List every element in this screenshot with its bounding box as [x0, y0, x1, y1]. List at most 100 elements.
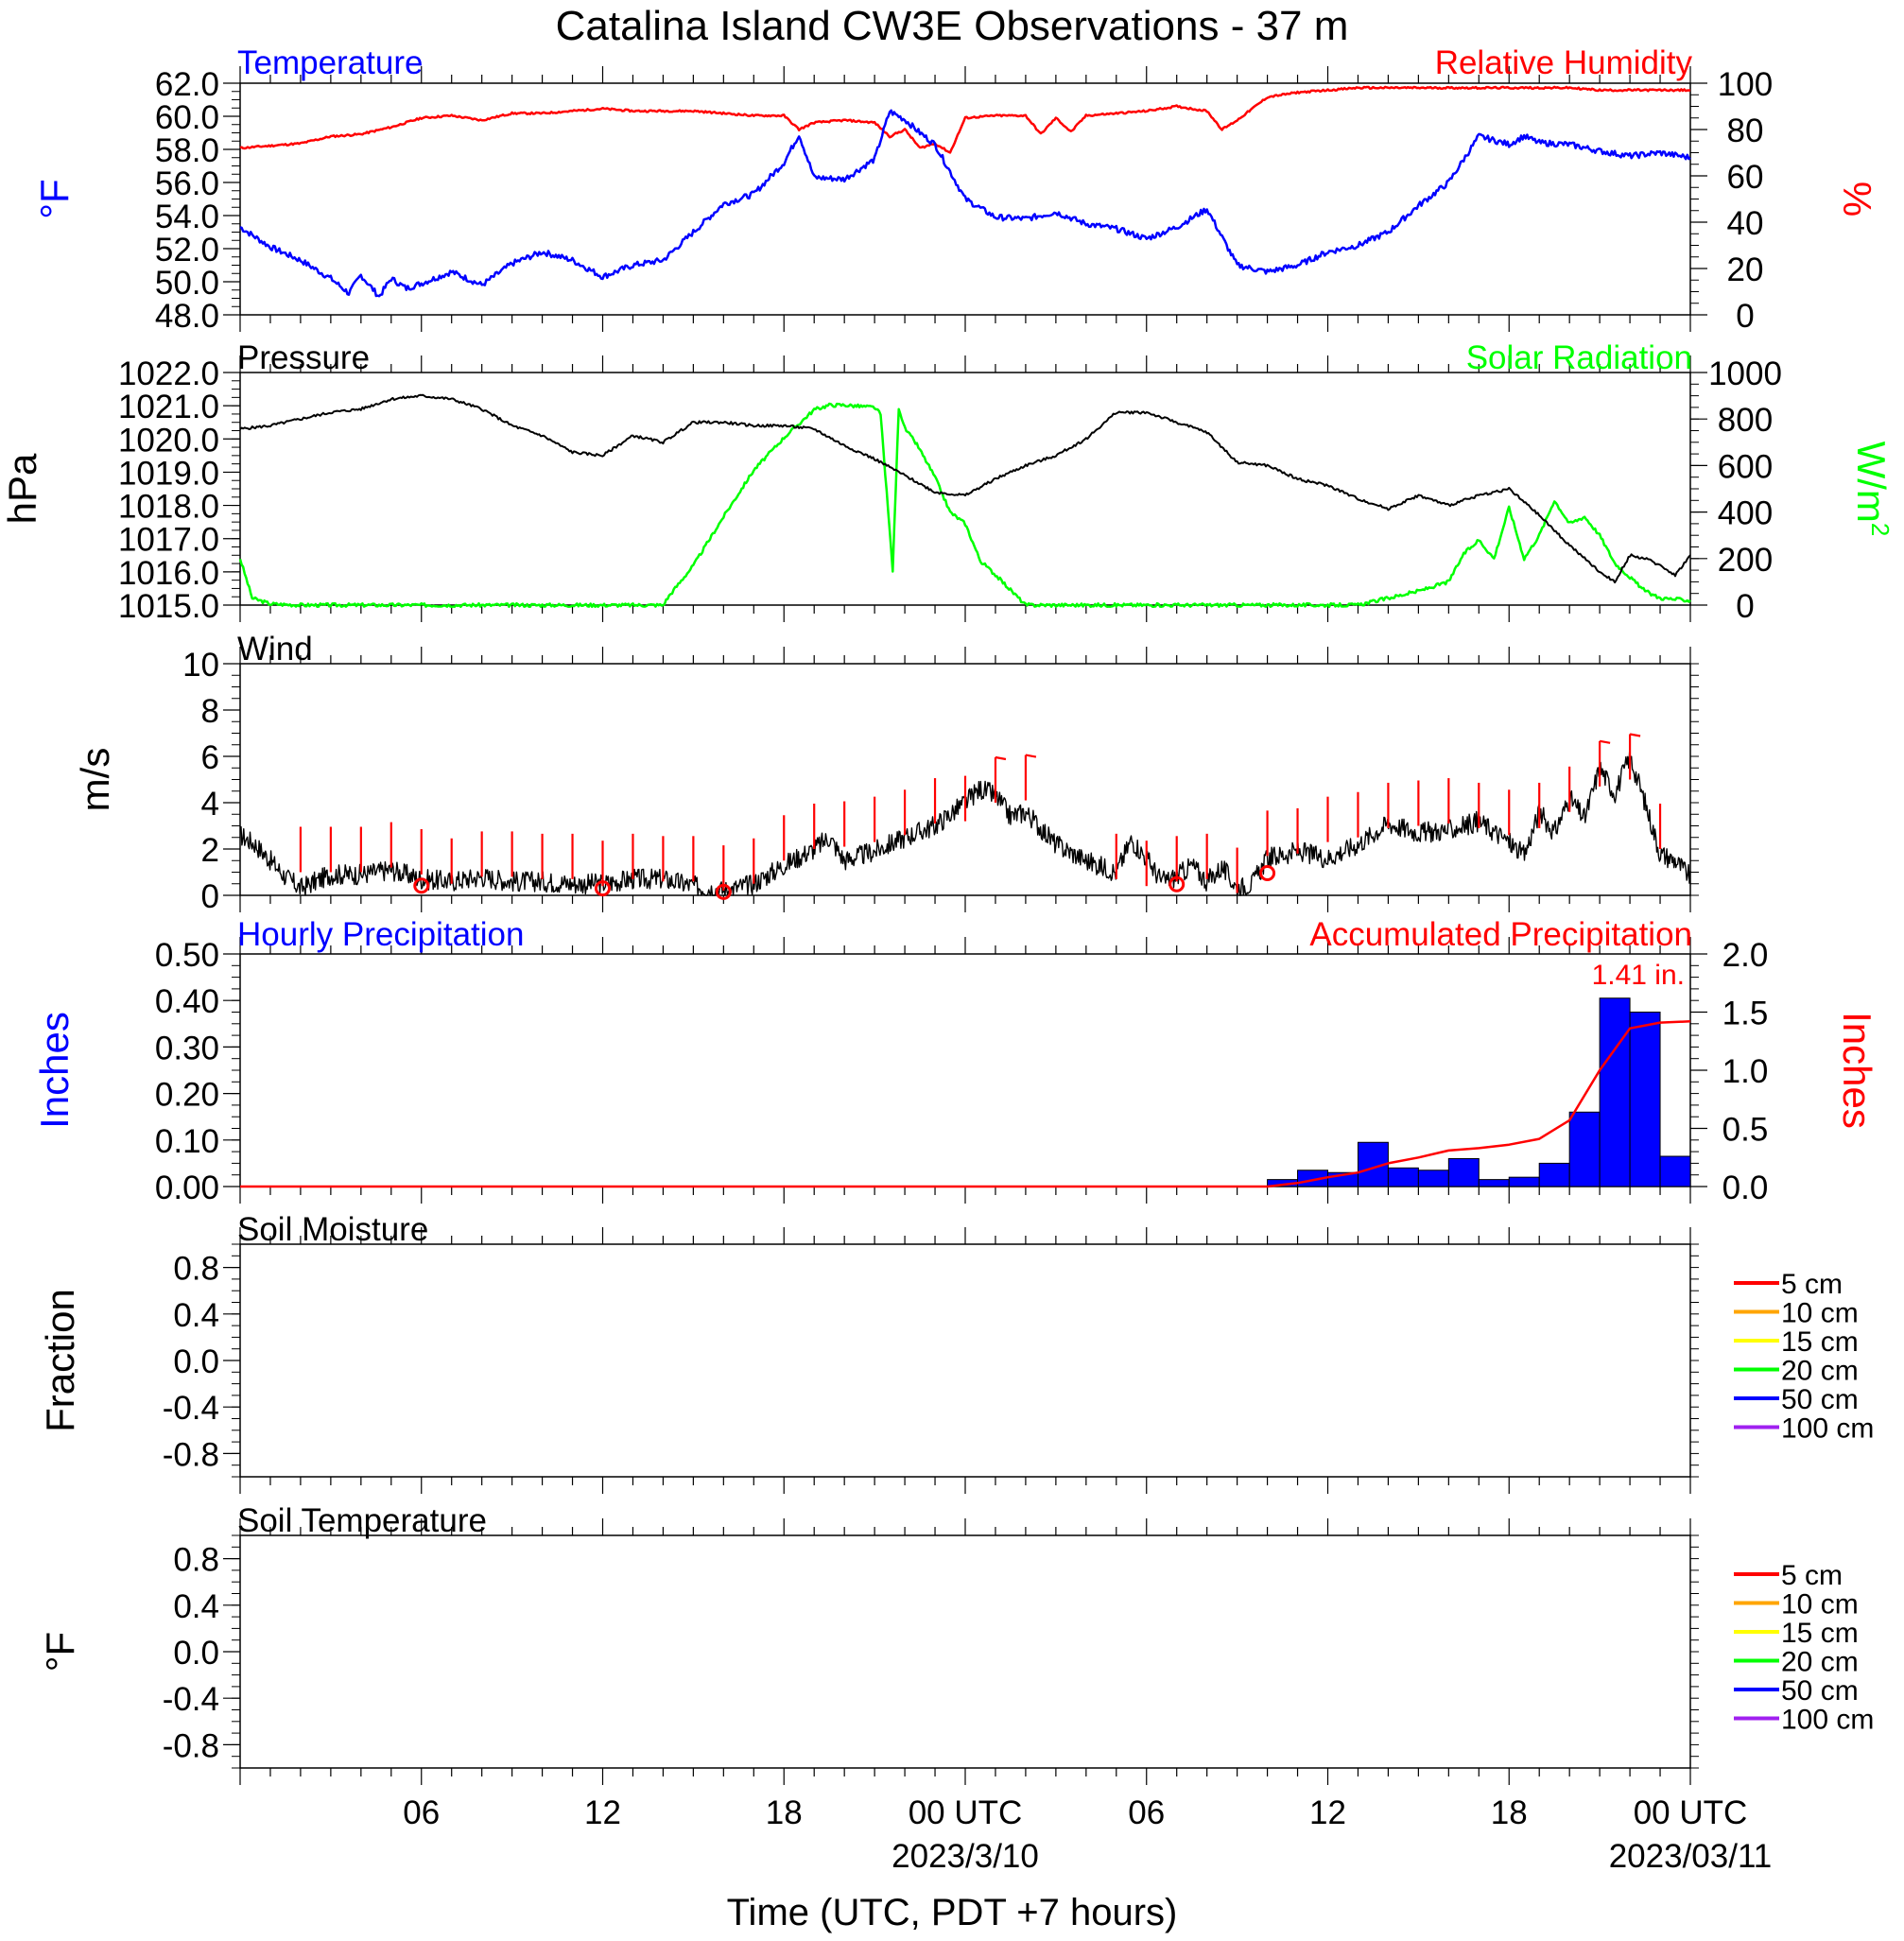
panel-title-temperature: Temperature: [237, 44, 423, 81]
humidity-tick-label: 20: [1727, 251, 1764, 288]
solar-tick-label: 0: [1736, 588, 1754, 625]
wind-tick-label: 2: [201, 832, 219, 869]
pressure-tick-label: 1017.0: [118, 522, 219, 559]
legend-label: 50 cm: [1781, 1384, 1859, 1415]
humidity-unit-label: %: [1835, 182, 1879, 217]
series-temperature: [239, 109, 1691, 298]
precip-bar: [1629, 1012, 1661, 1187]
panel-frame-5: [239, 1534, 1691, 1769]
soil-moisture-tick-label: -0.4: [163, 1390, 219, 1427]
humidity-tick-label: 0: [1736, 298, 1754, 335]
panel-title-pressure: Pressure: [237, 339, 370, 376]
soil-temp-tick-label: 0.8: [173, 1542, 219, 1579]
hourly-precip-unit-label: Inches: [32, 1012, 77, 1129]
temperature-tick-label: 58.0: [155, 132, 219, 169]
precip-bar: [1508, 1176, 1540, 1187]
accum-precip-tick-label: 0.5: [1722, 1112, 1769, 1149]
temperature-unit-label: °F: [32, 179, 77, 218]
calm-wind-marker: [595, 880, 611, 897]
legend-label: 10 cm: [1781, 1298, 1859, 1329]
temperature-tick-label: 54.0: [155, 199, 219, 235]
precip-total-label: 1.41 in.: [1592, 960, 1685, 991]
x-tick-label: 06: [1128, 1794, 1165, 1831]
wind-unit-label: m/s: [73, 748, 117, 812]
panel-title-soil-moisture: Soil Moisture: [237, 1211, 428, 1248]
x-tick-label: 00 UTC: [1634, 1794, 1748, 1831]
calm-wind-marker: [1259, 864, 1276, 881]
soil-moisture-tick-label: -0.8: [163, 1436, 219, 1473]
x-tick-label: 12: [584, 1794, 621, 1831]
series-pressure: [239, 393, 1691, 584]
wind-barb-flag: [1629, 733, 1641, 737]
calm-wind-marker: [715, 883, 732, 900]
wind-tick-label: 8: [201, 693, 219, 730]
pressure-tick-label: 1018.0: [118, 489, 219, 526]
soil-moisture-tick-label: 0.0: [173, 1343, 219, 1380]
series-wind: [239, 749, 1691, 896]
panel-title-hourly-precip: Hourly Precipitation: [237, 916, 524, 953]
temperature-tick-label: 56.0: [155, 165, 219, 202]
hourly-precip-tick-label: 0.40: [155, 983, 219, 1020]
x-date-label: 2023/3/10: [891, 1838, 1039, 1875]
precip-bar: [1599, 997, 1631, 1187]
solar-tick-label: 600: [1718, 448, 1773, 485]
legend-label: 20 cm: [1781, 1356, 1859, 1387]
wind-barb-flag: [1025, 754, 1037, 758]
temperature-tick-label: 50.0: [155, 265, 219, 302]
precip-bar: [1478, 1179, 1510, 1187]
hourly-precip-tick-label: 0.10: [155, 1123, 219, 1160]
panel-frame-4: [239, 1243, 1691, 1478]
solar-tick-label: 200: [1718, 542, 1773, 579]
x-tick-label: 12: [1309, 1794, 1346, 1831]
accum-precip-unit-label: Inches: [1835, 1012, 1879, 1129]
legend-label: 100 cm: [1781, 1413, 1874, 1445]
series-relative-humidity: [239, 85, 1691, 154]
precip-bar: [1659, 1155, 1691, 1187]
soil-temp-tick-label: -0.8: [163, 1727, 219, 1764]
series-solar-radiation: [238, 402, 1691, 609]
wind-tick-label: 10: [182, 647, 219, 684]
legend-label: 5 cm: [1781, 1269, 1843, 1300]
panels: 62.060.058.056.054.052.050.048.010080604…: [0, 44, 1895, 1785]
wind-barb-flag: [995, 755, 1007, 761]
soil-moisture-tick-label: 0.8: [173, 1251, 219, 1288]
solar-tick-label: 400: [1718, 495, 1773, 532]
solar-tick-label: 1000: [1708, 355, 1782, 392]
pressure-unit-label: hPa: [0, 453, 44, 524]
precip-bar: [1538, 1162, 1570, 1187]
legend-label: 50 cm: [1781, 1675, 1859, 1707]
soil-temp-tick-label: 0.4: [173, 1588, 219, 1625]
pressure-tick-label: 1022.0: [118, 355, 219, 392]
x-tick-label: 06: [403, 1794, 440, 1831]
legend-label: 10 cm: [1781, 1589, 1859, 1620]
pressure-tick-label: 1015.0: [118, 588, 219, 625]
panel-title-solar: Solar Radiation: [1466, 339, 1692, 376]
hourly-precip-tick-label: 0.00: [155, 1170, 219, 1206]
x-tick-label: 00 UTC: [909, 1794, 1023, 1831]
accum-precip-tick-label: 2.0: [1722, 937, 1769, 974]
soil-temp-unit-label: °F: [38, 1632, 82, 1672]
hourly-precip-tick-label: 0.50: [155, 937, 219, 974]
pressure-tick-label: 1016.0: [118, 555, 219, 592]
figure-title: Catalina Island CW3E Observations - 37 m: [556, 3, 1349, 49]
precip-bar: [1568, 1111, 1601, 1187]
solar-unit-label: W/m2: [1849, 442, 1895, 537]
legend-label: 100 cm: [1781, 1705, 1874, 1736]
solar-tick-label: 800: [1718, 402, 1773, 439]
temperature-tick-label: 60.0: [155, 99, 219, 136]
calm-wind-marker: [1168, 875, 1186, 893]
temperature-tick-label: 52.0: [155, 232, 219, 269]
panel-title-soil-temp: Soil Temperature: [237, 1502, 487, 1539]
x-date-label: 2023/03/11: [1609, 1838, 1773, 1875]
temperature-tick-label: 48.0: [155, 298, 219, 335]
soil-moisture-tick-label: 0.4: [173, 1297, 219, 1334]
panel-frame-1: [239, 372, 1691, 606]
legend-label: 20 cm: [1781, 1647, 1859, 1678]
humidity-tick-label: 80: [1727, 113, 1764, 149]
wind-tick-label: 0: [201, 878, 219, 915]
series-accumulated-precip: [240, 1020, 1691, 1188]
humidity-tick-label: 60: [1727, 159, 1764, 196]
x-axis-label: Time (UTC, PDT +7 hours): [727, 1892, 1178, 1933]
panel-title-wind: Wind: [237, 631, 313, 667]
